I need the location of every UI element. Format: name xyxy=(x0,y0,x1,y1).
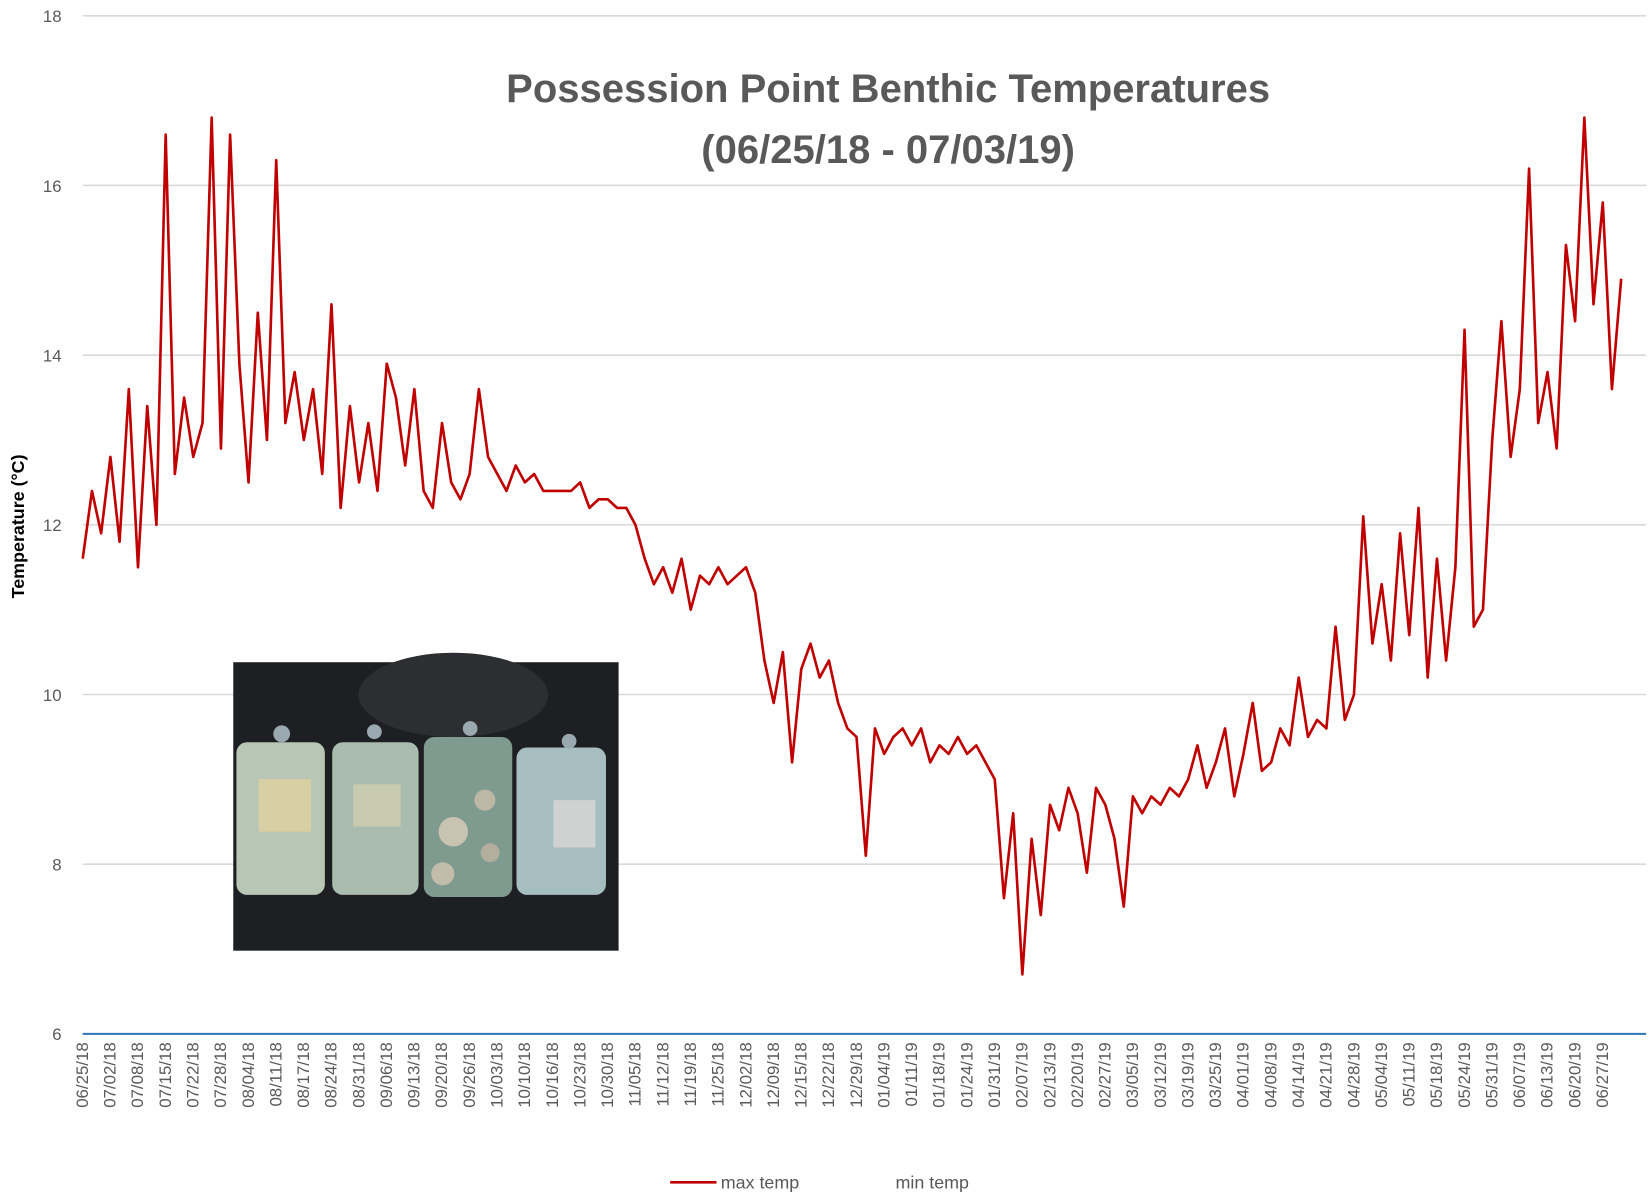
x-tick-label: 02/27/19 xyxy=(1096,1042,1115,1108)
x-tick-label: 06/07/19 xyxy=(1510,1042,1529,1108)
x-tick-label: 03/19/19 xyxy=(1178,1042,1197,1108)
x-tick-label: 10/23/18 xyxy=(570,1042,589,1108)
y-tick-label: 18 xyxy=(43,7,62,26)
y-tick-label: 12 xyxy=(43,516,62,535)
y-tick-label: 6 xyxy=(52,1025,61,1044)
x-tick-label: 08/11/18 xyxy=(266,1042,285,1106)
x-tick-label: 10/16/18 xyxy=(543,1042,562,1108)
x-tick-label: 08/31/18 xyxy=(349,1042,368,1108)
x-tick-label: 03/12/19 xyxy=(1151,1042,1170,1108)
x-tick-label: 11/05/18 xyxy=(626,1042,645,1106)
x-tick-label: 09/13/18 xyxy=(405,1042,424,1108)
legend-label: min temp xyxy=(895,1173,969,1193)
x-tick-label: 11/25/18 xyxy=(709,1042,728,1106)
x-tick-label: 07/15/18 xyxy=(156,1042,175,1108)
x-tick-label: 11/12/18 xyxy=(653,1042,672,1106)
x-tick-label: 11/19/18 xyxy=(681,1042,700,1106)
x-tick-label: 04/28/19 xyxy=(1344,1042,1363,1108)
legend-label: max temp xyxy=(721,1173,800,1193)
x-tick-label: 02/07/19 xyxy=(1013,1042,1032,1108)
x-tick-label: 05/31/19 xyxy=(1482,1042,1501,1108)
x-tick-label: 02/20/19 xyxy=(1068,1042,1087,1108)
y-tick-label: 8 xyxy=(52,856,61,875)
x-tick-label: 12/09/18 xyxy=(764,1042,783,1108)
x-tick-label: 06/25/18 xyxy=(73,1042,92,1108)
x-tick-label: 03/05/19 xyxy=(1123,1042,1142,1108)
x-tick-label: 08/04/18 xyxy=(239,1042,258,1108)
y-axis-label: Temperature (°C) xyxy=(8,454,28,598)
x-tick-label: 05/11/19 xyxy=(1400,1042,1419,1106)
x-tick-label: 08/24/18 xyxy=(322,1042,341,1108)
x-tick-label: 12/02/18 xyxy=(736,1042,755,1108)
x-tick-label: 04/08/19 xyxy=(1261,1042,1280,1108)
chart-title: Possession Point Benthic Temperatures xyxy=(506,67,1270,111)
x-tick-label: 03/25/19 xyxy=(1206,1042,1225,1108)
x-tick-label: 12/22/18 xyxy=(819,1042,838,1108)
x-tick-label: 01/24/19 xyxy=(957,1042,976,1108)
x-tick-label: 08/17/18 xyxy=(294,1042,313,1108)
x-tick-label: 06/20/19 xyxy=(1565,1042,1584,1108)
x-tick-label: 01/31/19 xyxy=(985,1042,1004,1108)
x-tick-label: 07/08/18 xyxy=(128,1042,147,1108)
x-tick-label: 05/24/19 xyxy=(1455,1042,1474,1108)
x-tick-label: 02/13/19 xyxy=(1040,1042,1059,1108)
x-tick-label: 12/29/18 xyxy=(847,1042,866,1108)
x-tick-label: 09/26/18 xyxy=(460,1042,479,1108)
x-tick-label: 09/20/18 xyxy=(432,1042,451,1108)
chart-subtitle: (06/25/18 - 07/03/19) xyxy=(701,128,1075,172)
x-tick-label: 07/28/18 xyxy=(211,1042,230,1108)
x-tick-label: 10/10/18 xyxy=(515,1042,534,1108)
y-tick-label: 14 xyxy=(43,346,62,365)
x-tick-label: 10/03/18 xyxy=(488,1042,507,1108)
x-tick-label: 05/18/19 xyxy=(1427,1042,1446,1108)
x-tick-label: 01/11/19 xyxy=(902,1042,921,1106)
x-tick-label: 01/18/19 xyxy=(930,1042,949,1108)
x-tick-label: 04/14/19 xyxy=(1289,1042,1308,1108)
x-tick-label: 01/04/19 xyxy=(874,1042,893,1108)
x-tick-label: 10/30/18 xyxy=(598,1042,617,1108)
data-line xyxy=(81,116,1623,976)
x-tick-label: 06/13/19 xyxy=(1538,1042,1557,1108)
x-tick-label: 04/21/19 xyxy=(1317,1042,1336,1108)
x-tick-label: 05/04/19 xyxy=(1372,1042,1391,1108)
y-tick-label: 10 xyxy=(43,686,62,705)
inset-photo xyxy=(233,652,619,951)
x-tick-label: 12/15/18 xyxy=(792,1042,811,1108)
x-tick-label: 07/22/18 xyxy=(184,1042,203,1108)
x-tick-label: 06/27/19 xyxy=(1593,1042,1612,1108)
x-tick-label: 09/06/18 xyxy=(377,1042,396,1108)
y-tick-label: 16 xyxy=(43,177,62,196)
x-tick-label: 07/02/18 xyxy=(101,1042,120,1108)
x-tick-label: 04/01/19 xyxy=(1234,1042,1253,1108)
